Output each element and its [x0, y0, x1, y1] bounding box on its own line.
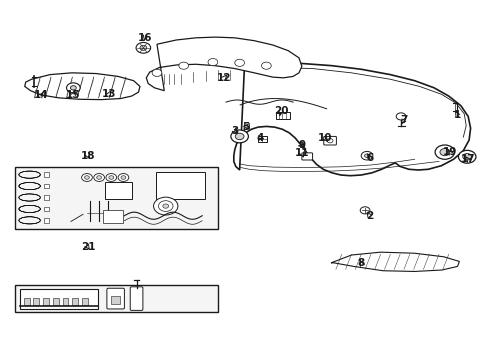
Circle shape: [136, 42, 150, 53]
Circle shape: [439, 149, 449, 156]
Text: 6: 6: [366, 153, 373, 163]
Circle shape: [395, 113, 405, 120]
Bar: [44, 172, 48, 177]
Bar: [62, 298, 68, 305]
Text: 14: 14: [34, 90, 48, 100]
Bar: [72, 298, 78, 305]
Bar: [44, 195, 48, 200]
Circle shape: [361, 152, 372, 160]
Bar: [43, 298, 49, 305]
Circle shape: [360, 207, 369, 214]
Text: 7: 7: [400, 115, 407, 125]
Circle shape: [230, 130, 248, 143]
Circle shape: [94, 174, 104, 181]
Circle shape: [66, 83, 80, 93]
Text: 11: 11: [294, 148, 308, 158]
Bar: [15, 285, 218, 312]
Circle shape: [163, 204, 168, 208]
Circle shape: [434, 145, 454, 159]
Circle shape: [140, 45, 146, 50]
Circle shape: [70, 86, 76, 90]
Circle shape: [326, 139, 332, 143]
Bar: [24, 298, 30, 305]
Text: 12: 12: [216, 73, 231, 83]
Circle shape: [84, 176, 89, 179]
Circle shape: [462, 154, 470, 160]
Text: 10: 10: [317, 133, 331, 143]
Text: 2: 2: [366, 211, 373, 221]
FancyBboxPatch shape: [130, 287, 142, 310]
Bar: [82, 298, 88, 305]
Text: 9: 9: [298, 140, 305, 150]
FancyBboxPatch shape: [107, 288, 124, 309]
Bar: [15, 167, 218, 229]
Text: 18: 18: [81, 151, 95, 161]
Polygon shape: [330, 252, 458, 271]
Text: 3: 3: [231, 126, 238, 136]
Polygon shape: [243, 123, 249, 129]
Circle shape: [179, 62, 188, 69]
Text: 1: 1: [453, 110, 460, 120]
Circle shape: [121, 176, 125, 179]
Circle shape: [458, 150, 475, 163]
Circle shape: [364, 154, 369, 157]
Text: 13: 13: [102, 89, 116, 99]
FancyBboxPatch shape: [301, 153, 312, 160]
FancyBboxPatch shape: [323, 136, 336, 145]
Circle shape: [109, 176, 114, 179]
Text: 21: 21: [81, 242, 95, 252]
Bar: [258, 136, 266, 142]
Polygon shape: [233, 63, 469, 176]
Bar: [20, 289, 98, 309]
Circle shape: [234, 59, 244, 66]
Circle shape: [97, 176, 102, 179]
Bar: [53, 298, 59, 305]
Bar: [44, 207, 48, 211]
Polygon shape: [146, 37, 301, 91]
Bar: [105, 182, 131, 199]
Circle shape: [106, 174, 116, 181]
Bar: [103, 210, 122, 223]
Circle shape: [118, 174, 128, 181]
Circle shape: [235, 133, 244, 140]
Text: 5: 5: [242, 122, 249, 132]
Circle shape: [261, 62, 271, 69]
Text: 15: 15: [66, 90, 81, 100]
Bar: [44, 184, 48, 188]
Circle shape: [81, 174, 92, 181]
Circle shape: [152, 69, 162, 76]
Text: 19: 19: [442, 147, 456, 157]
Text: 20: 20: [273, 107, 287, 116]
Bar: [33, 298, 39, 305]
Bar: [276, 112, 289, 118]
Text: 16: 16: [137, 33, 152, 43]
Polygon shape: [25, 73, 140, 100]
Text: 8: 8: [357, 258, 364, 268]
Circle shape: [153, 197, 178, 215]
Bar: [44, 218, 48, 222]
Text: 17: 17: [460, 154, 474, 164]
Text: 4: 4: [256, 133, 263, 143]
Bar: [156, 172, 204, 199]
Circle shape: [158, 201, 173, 211]
Circle shape: [207, 59, 217, 66]
Bar: [111, 296, 120, 304]
